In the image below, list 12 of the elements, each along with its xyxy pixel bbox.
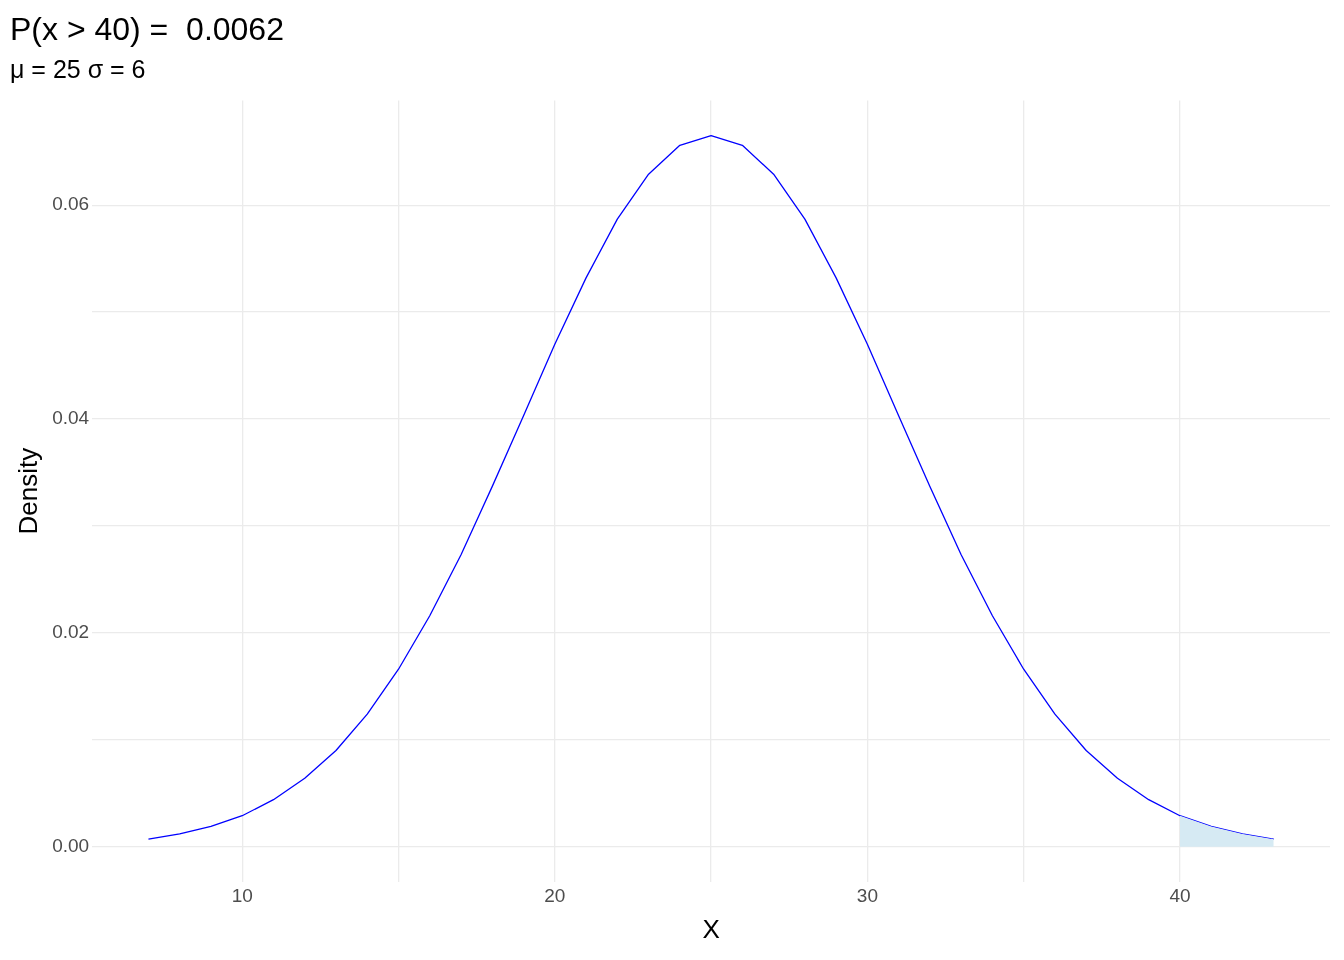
chart-subtitle: μ = 25 σ = 6: [10, 55, 146, 84]
y-tick-label: 0.04: [52, 407, 90, 429]
y-tick-label: 0.06: [52, 193, 90, 215]
x-tick-label: 20: [544, 884, 566, 906]
x-tick-label: 30: [856, 884, 878, 906]
y-axis-title: Density: [12, 447, 43, 535]
y-tick-label: 0.00: [52, 834, 90, 856]
y-tick-label: 0.02: [52, 621, 90, 643]
x-tick-label: 10: [231, 884, 253, 906]
chart-title: P(x > 40) = 0.0062: [10, 11, 284, 48]
x-tick-label: 40: [1169, 884, 1191, 906]
x-axis-title: X: [702, 913, 720, 944]
